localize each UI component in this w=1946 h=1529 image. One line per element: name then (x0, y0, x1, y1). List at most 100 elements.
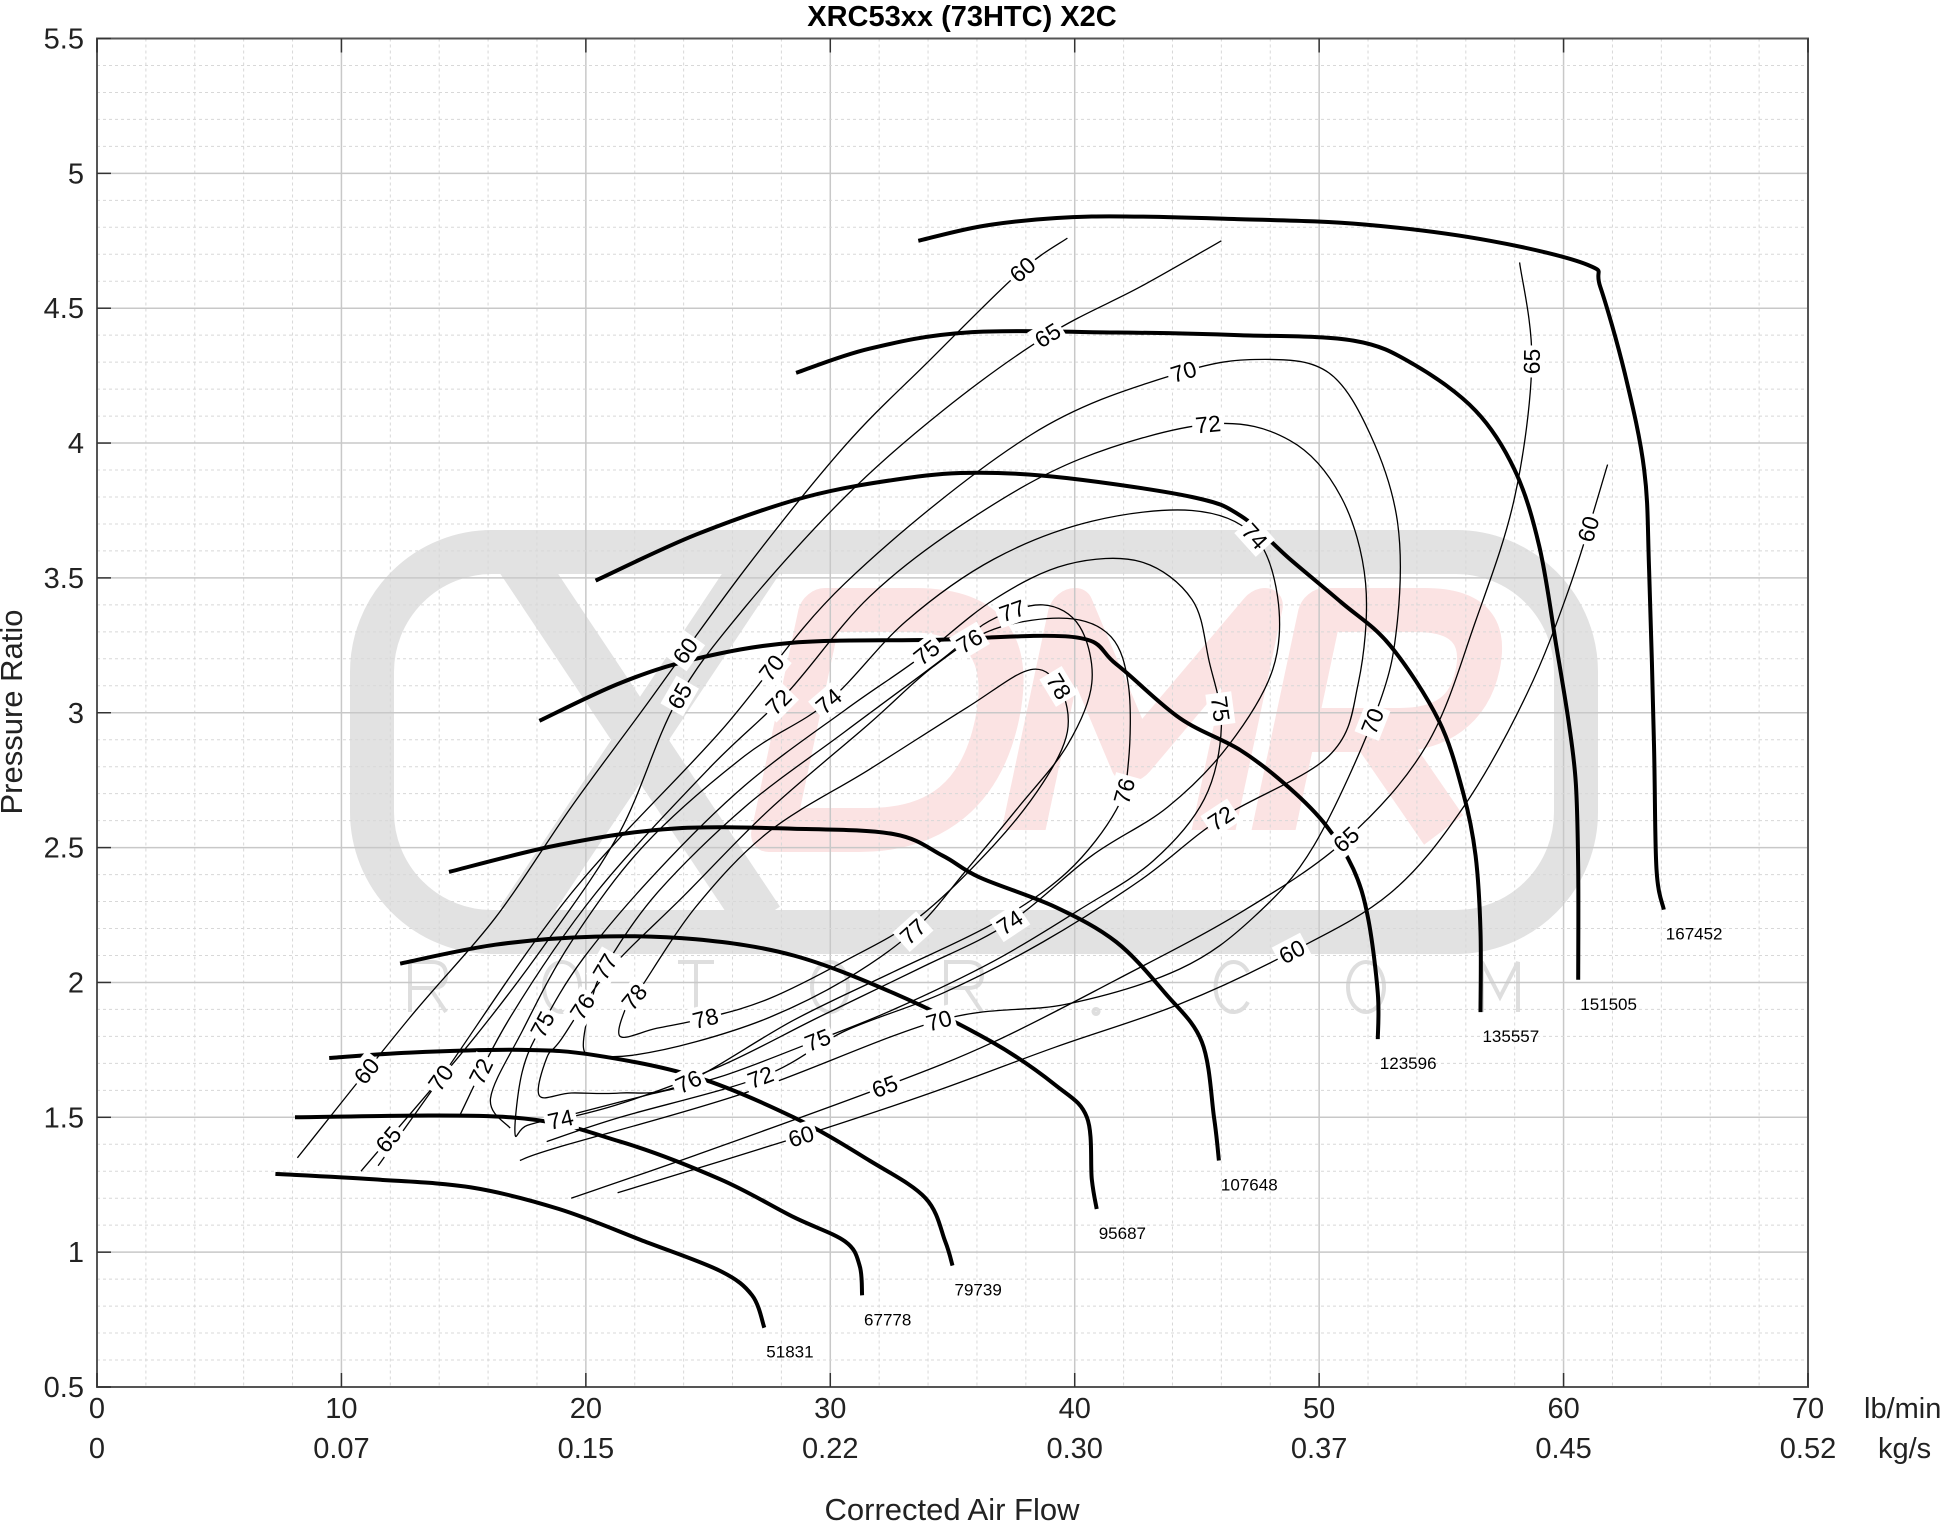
x2-tick-label: 0 (89, 1433, 105, 1465)
x2-tick-label: 0.07 (313, 1433, 369, 1465)
efficiency-label-background (1200, 798, 1242, 838)
efficiency-label-text: 75 (1206, 694, 1235, 723)
speed-line-label: 95687 (1099, 1224, 1146, 1243)
watermark-glyph (1480, 961, 1520, 1012)
y-tick-label: 2 (68, 967, 84, 999)
efficiency-label-background (751, 647, 792, 689)
efficiency-label-background (892, 911, 934, 952)
efficiency-label-background (1354, 701, 1391, 741)
efficiency-label-background (1205, 691, 1236, 727)
watermark-glyph (1346, 960, 1386, 1014)
speed-line-label: 135557 (1482, 1027, 1539, 1046)
speed-line-95687 (399, 934, 1099, 1210)
efficiency-label: 72 (1190, 409, 1226, 439)
efficiency-label-background (562, 986, 603, 1028)
efficiency-contour-77 (582, 604, 1093, 1058)
efficiency-label: 65 (368, 1118, 409, 1161)
speed-line-label: 51831 (766, 1343, 813, 1362)
y-tick-label: 2.5 (44, 833, 84, 865)
efficiency-label-background (1164, 354, 1203, 389)
x-tick-label: 10 (325, 1393, 357, 1425)
efficiency-label-background (420, 1057, 461, 1099)
y-tick-label: 5 (68, 158, 84, 190)
efficiency-label-background (665, 630, 706, 672)
efficiency-contour-70 (377, 358, 1401, 1167)
watermark-glyph (678, 960, 714, 1012)
efficiency-label-background (1190, 409, 1226, 439)
efficiency-label-text: 65 (370, 1121, 406, 1157)
speed-line-51831 (275, 1171, 767, 1329)
x-tick-label: 40 (1059, 1393, 1091, 1425)
axis-ticks: 0 0 10 0.07 20 0.15 30 0.22 40 0.30 50 0.37 60 0.45 70… (44, 24, 1837, 1466)
x-tick-label: 50 (1303, 1393, 1335, 1425)
efficiency-label-background (989, 902, 1031, 943)
x-axis-label: Corrected Air Flow (825, 1492, 1081, 1527)
watermark-glyph (1213, 960, 1250, 1014)
efficiency-label-text: 60 (348, 1053, 384, 1089)
efficiency-label: 60 (781, 1118, 821, 1154)
efficiency-label-background (660, 675, 699, 717)
speed-line-123596 (538, 633, 1381, 1040)
x2-unit-label: kg/s (1878, 1433, 1931, 1465)
efficiency-label-background (992, 593, 1032, 629)
y-tick-label: 0.5 (44, 1372, 84, 1404)
efficiency-label: 70 (420, 1057, 461, 1099)
efficiency-label-background (1271, 932, 1313, 971)
efficiency-label-text: 72 (1194, 410, 1222, 438)
watermark-logo (350, 530, 1598, 1016)
speed-line-label: 151505 (1580, 995, 1637, 1014)
x2-tick-label: 0.30 (1046, 1433, 1102, 1465)
efficiency-label-background (1234, 515, 1276, 557)
efficiency-label-background (781, 1118, 821, 1154)
speed-line-label: 167452 (1666, 925, 1723, 944)
efficiency-label: 78 (686, 1001, 725, 1035)
x-unit-label: lb/min (1864, 1393, 1941, 1425)
speed-line-151505 (795, 329, 1581, 980)
y-axis-label: Pressure Ratio (0, 609, 29, 814)
y-tick-label: 1 (68, 1237, 84, 1269)
efficiency-label-background (905, 632, 948, 673)
x2-tick-label: 0.45 (1535, 1433, 1591, 1465)
efficiency-label: 75 (798, 1022, 838, 1058)
efficiency-contour-60 (617, 464, 1609, 1194)
efficiency-label: 72 (740, 1059, 781, 1096)
efficiency-label-background (346, 1050, 387, 1092)
efficiency-label: 76 (562, 986, 603, 1028)
watermark-glyph (810, 960, 850, 1014)
efficiency-label-background (585, 946, 625, 988)
efficiency-label: 65 (1518, 345, 1546, 378)
efficiency-label-text: 78 (690, 1002, 721, 1033)
efficiency-label: 77 (992, 593, 1032, 629)
speed-line-107648 (448, 825, 1221, 1161)
efficiency-label-background (919, 1003, 958, 1038)
y-tick-label: 3 (68, 698, 84, 730)
efficiency-label: 74 (542, 1103, 580, 1136)
speed-line-label: 79739 (955, 1281, 1002, 1300)
efficiency-label-text: 72 (464, 1054, 499, 1088)
efficiency-label: 75 (1205, 691, 1236, 727)
efficiency-label-background (668, 1062, 709, 1101)
x-tick-label: 0 (89, 1393, 105, 1425)
efficiency-label-background (1039, 665, 1079, 707)
x2-tick-label: 0.15 (558, 1433, 614, 1465)
efficiency-label-background (1107, 772, 1142, 810)
y-tick-label: 3.5 (44, 563, 84, 595)
efficiency-label-background (1571, 509, 1606, 549)
efficiency-label: 60 (1001, 249, 1044, 290)
y-tick-label: 4 (68, 428, 84, 460)
efficiency-label-background (808, 680, 850, 722)
speed-line-167452 (917, 214, 1666, 911)
efficiency-label-text: 74 (545, 1104, 576, 1135)
x2-tick-label: 0.52 (1780, 1433, 1836, 1465)
x-tick-label: 30 (814, 1393, 846, 1425)
efficiency-label-background (686, 1001, 725, 1035)
grid (96, 37, 1809, 1388)
x2-tick-label: 0.37 (1291, 1433, 1347, 1465)
x-tick-label: 60 (1547, 1393, 1579, 1425)
efficiency-contour-76 (537, 617, 1131, 1099)
watermark-frame (350, 530, 1598, 954)
efficiency-label-background (542, 1103, 580, 1136)
y-tick-label: 4.5 (44, 293, 84, 325)
efficiency-label-text: 65 (1030, 318, 1065, 354)
